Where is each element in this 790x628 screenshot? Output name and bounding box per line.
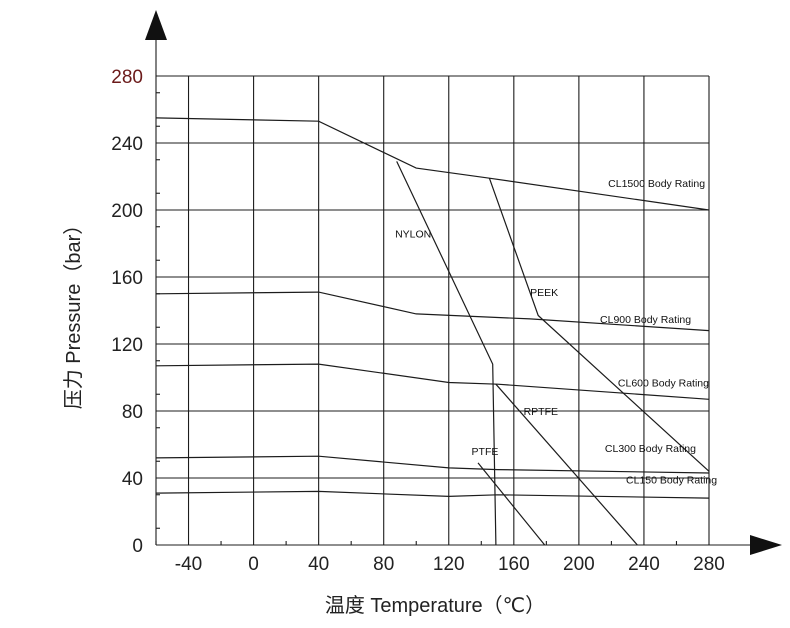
x-tick-label: 40	[308, 554, 329, 575]
x-axis-arrow-icon	[750, 535, 782, 555]
y-tick-label: 240	[111, 134, 143, 155]
y-tick-label: 160	[111, 268, 143, 289]
rating-curves	[155, 117, 710, 546]
series-line	[155, 363, 710, 400]
series-line	[155, 117, 710, 211]
series-line	[488, 177, 710, 472]
y-tick-label: 0	[132, 536, 143, 557]
series-line	[477, 462, 546, 546]
tick-labels: -40 0 40 80 120 160 200 240 280 0 40 80 120 160 200 240…	[111, 67, 725, 575]
series-line	[155, 455, 710, 474]
curve-label: RPTFE	[524, 406, 558, 418]
curve-label: CL900 Body Rating	[600, 314, 691, 326]
y-tick-label: 280	[111, 67, 143, 88]
curve-label: NYLON	[395, 228, 431, 240]
x-tick-label: 280	[693, 554, 725, 575]
grid	[155, 75, 710, 545]
y-tick-label: 40	[122, 469, 143, 490]
x-tick-label: 120	[433, 554, 465, 575]
series-line	[155, 490, 710, 499]
curve-label: CL600 Body Rating	[618, 378, 709, 390]
x-tick-label: 0	[248, 554, 259, 575]
curve-label: CL150 Body Rating	[626, 475, 717, 487]
series-line	[155, 291, 710, 332]
curve-label: PEEK	[530, 287, 558, 299]
y-tick-label: 120	[111, 335, 143, 356]
x-axis-title: 温度 Temperature（℃）	[325, 594, 545, 617]
y-tick-label: 200	[111, 201, 143, 222]
curve-label: CL1500 Body Rating	[608, 178, 705, 190]
x-tick-label: 80	[373, 554, 394, 575]
curve-label: PTFE	[472, 446, 499, 458]
x-tick-label: 200	[563, 554, 595, 575]
y-axis-arrow-icon	[145, 10, 167, 40]
series-line	[495, 383, 638, 546]
curve-label: CL300 Body Rating	[605, 443, 696, 455]
x-tick-label: -40	[175, 554, 202, 575]
x-tick-label: 240	[628, 554, 660, 575]
axes	[145, 10, 782, 555]
y-tick-label: 80	[122, 402, 143, 423]
x-tick-label: 160	[498, 554, 530, 575]
curve-labels: CL1500 Body Rating CL900 Body Rating CL600…	[395, 178, 717, 486]
y-axis-title: 压力 Pressure（bar）	[62, 215, 85, 410]
series-line	[396, 161, 497, 546]
